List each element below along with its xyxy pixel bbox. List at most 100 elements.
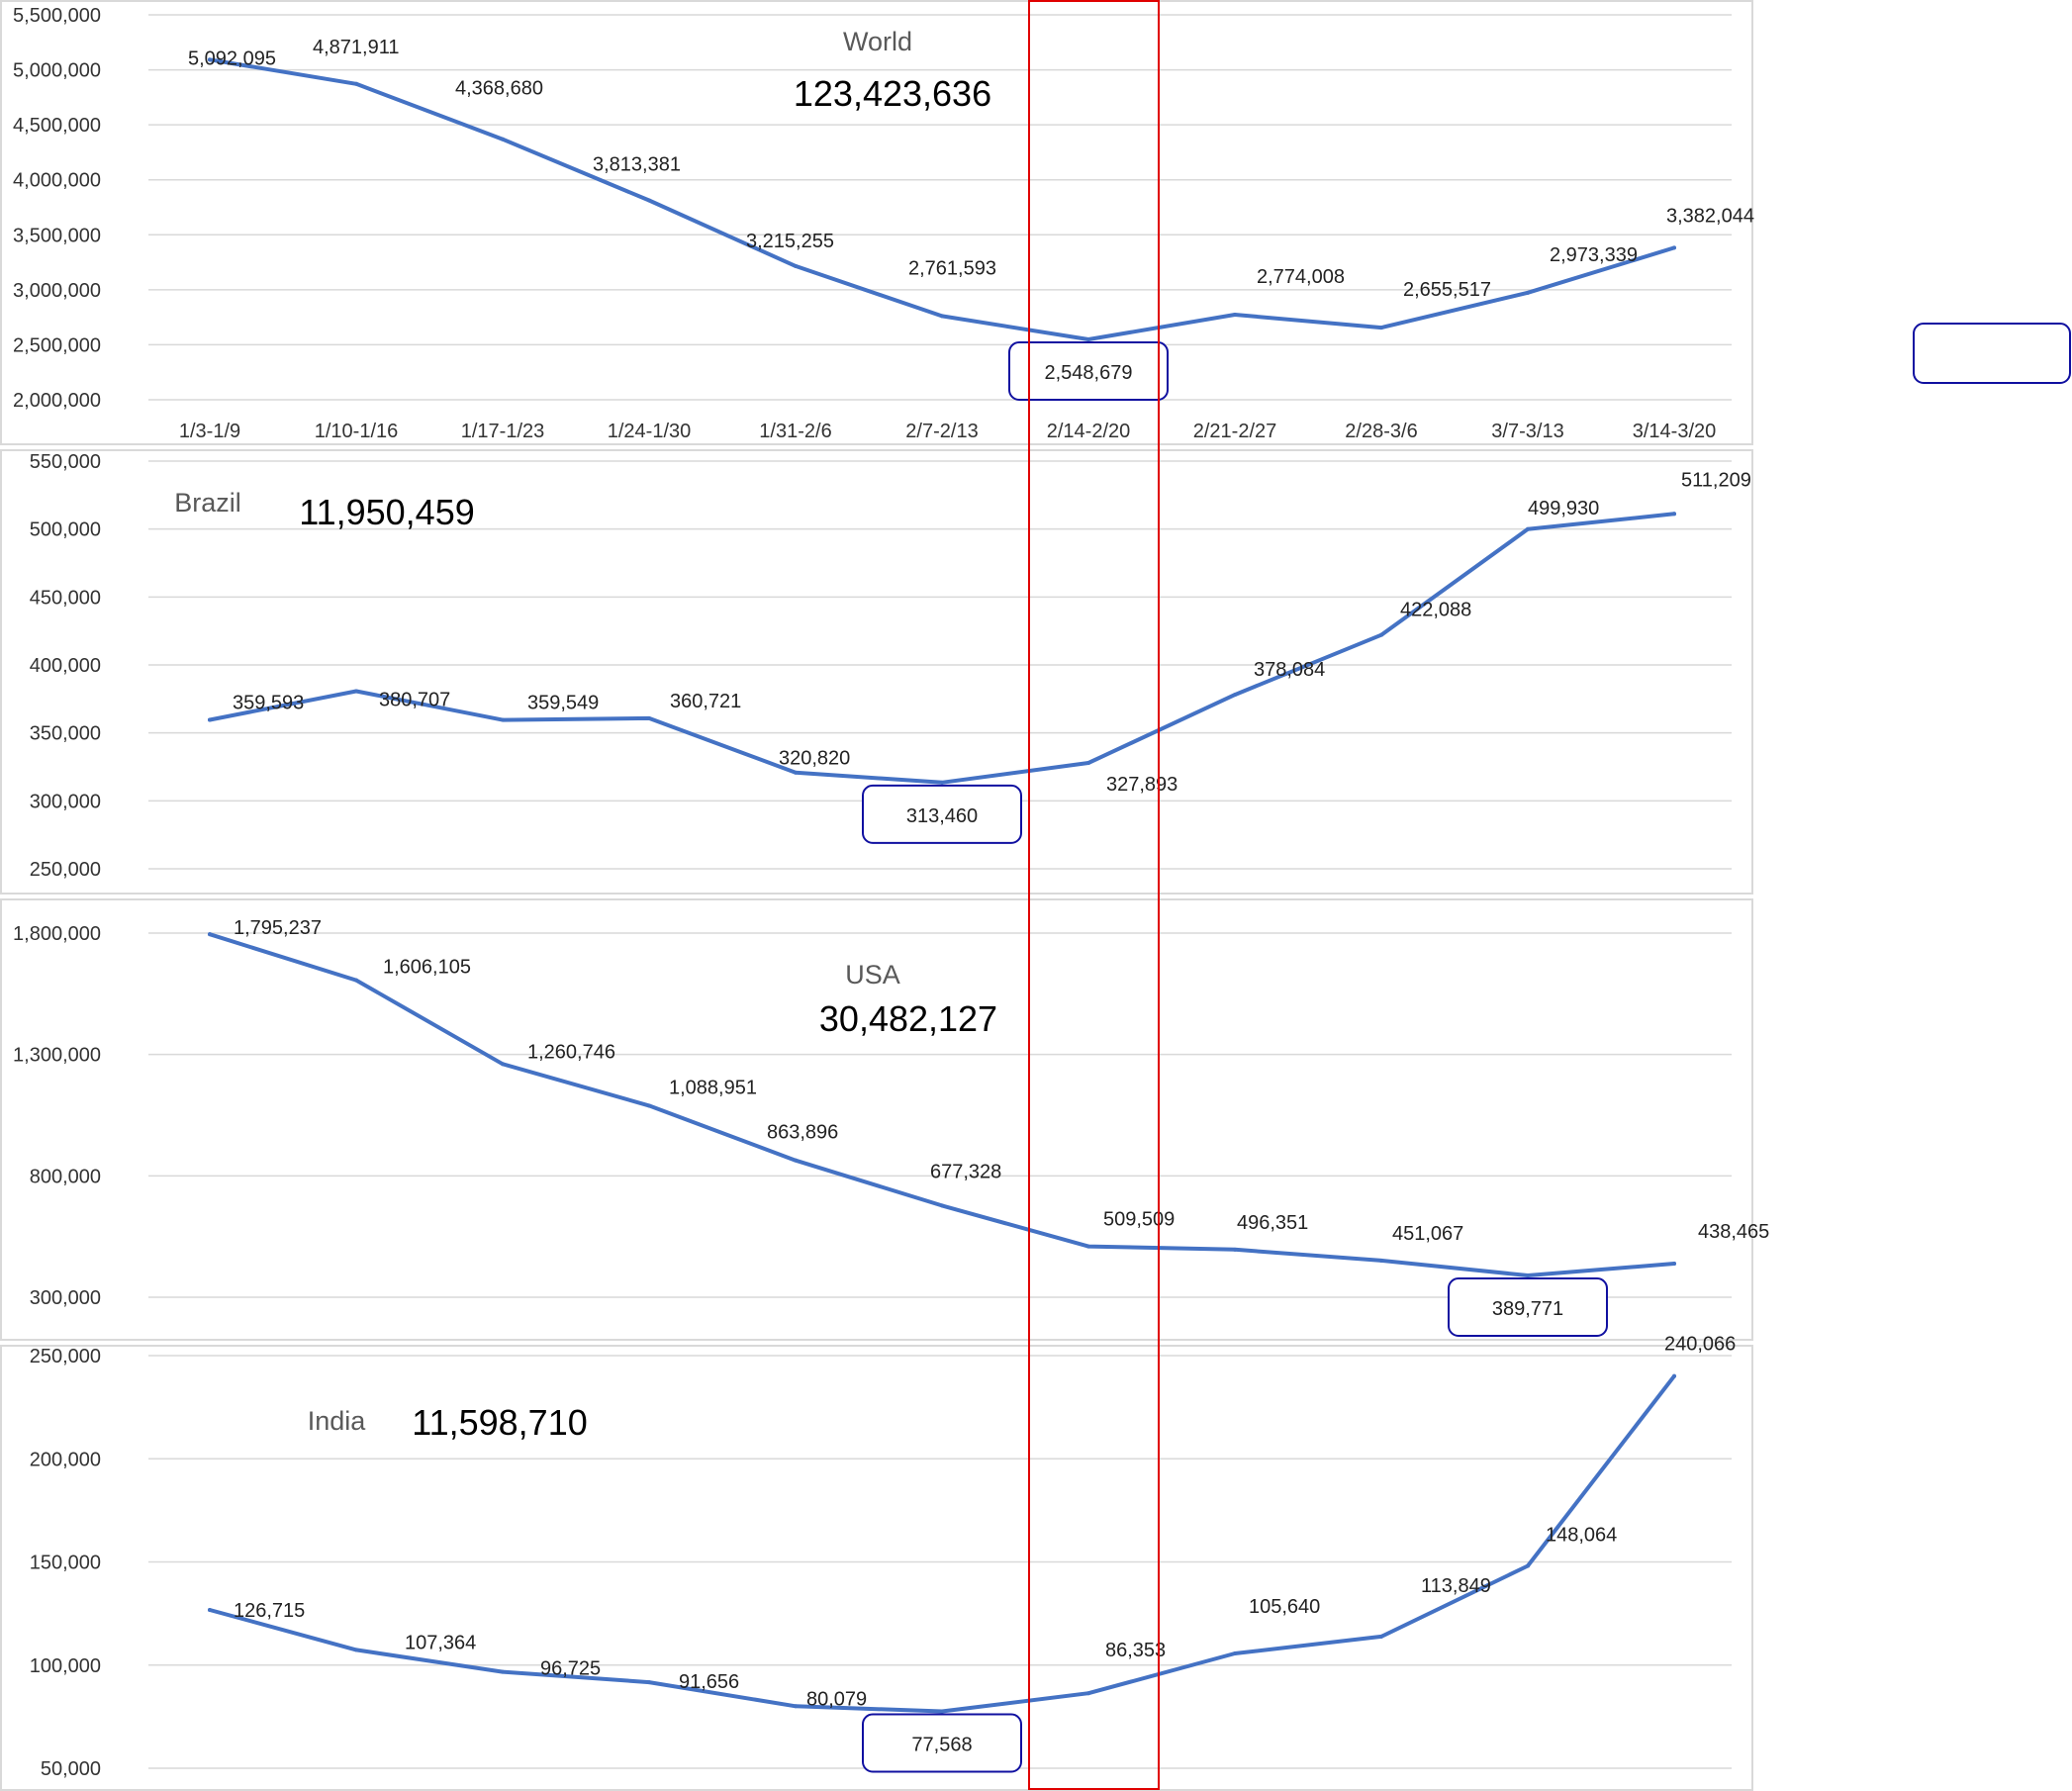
data-label: 2,774,008 (1257, 266, 1345, 288)
data-label: 499,930 (1528, 498, 1599, 519)
data-label: 3,382,044 (1666, 205, 1754, 227)
data-label: 380,707 (379, 689, 450, 710)
highlight-column (1028, 0, 1160, 1790)
data-point (1526, 290, 1530, 295)
data-point (1379, 632, 1383, 637)
data-point (940, 1203, 944, 1208)
min-value-box (862, 784, 1022, 844)
data-label: 5,092,095 (188, 47, 276, 69)
chart-title: USA (845, 960, 900, 990)
data-point (1233, 1650, 1237, 1655)
data-point (1672, 1262, 1676, 1267)
x-tick-label: 1/24-1/30 (608, 421, 692, 442)
y-tick-label: 350,000 (30, 723, 101, 745)
data-label: 509,509 (1103, 1209, 1175, 1231)
y-tick-label: 150,000 (30, 1553, 101, 1574)
panel-frame (0, 898, 1753, 1341)
data-label: 3,215,255 (746, 231, 834, 252)
chart-usa: 300,000 800,000 1,300,000 1,800,000 1,795,23… (0, 898, 1769, 1341)
empty-callout-box (1913, 323, 2071, 384)
data-label: 451,067 (1392, 1223, 1463, 1245)
data-label: 378,084 (1254, 659, 1325, 681)
data-point (1233, 312, 1237, 317)
data-label: 80,079 (806, 1688, 867, 1710)
y-tick-label: 200,000 (30, 1449, 101, 1470)
data-label: 96,725 (540, 1658, 601, 1680)
min-value-box (1008, 341, 1169, 402)
y-tick-label: 250,000 (30, 1346, 101, 1367)
data-label: 2,655,517 (1403, 279, 1491, 301)
data-point (794, 770, 798, 775)
data-point (354, 689, 358, 694)
x-tick-label: 3/14-3/20 (1633, 421, 1717, 442)
y-tick-label: 300,000 (30, 791, 101, 812)
data-label: 240,066 (1664, 1334, 1736, 1356)
data-point (1086, 761, 1090, 766)
data-label: 105,640 (1249, 1596, 1320, 1618)
data-point (1233, 693, 1237, 698)
data-label: 422,088 (1400, 600, 1471, 621)
data-point (1086, 1691, 1090, 1696)
data-point (501, 1062, 505, 1067)
data-point (501, 717, 505, 722)
data-point (1672, 245, 1676, 250)
y-tick-label: 4,500,000 (13, 115, 101, 137)
chart-total: 11,950,459 (299, 492, 475, 532)
x-tick-label: 2/14-2/20 (1047, 421, 1131, 442)
data-point (1379, 326, 1383, 330)
data-point (354, 81, 358, 86)
data-label: 438,465 (1698, 1221, 1769, 1243)
chart-brazil: 250,000 300,000 350,000 400,000 450,000 500,0… (0, 449, 1753, 895)
data-label: 91,656 (679, 1671, 739, 1693)
data-label: 359,593 (233, 692, 304, 713)
y-tick-label: 2,000,000 (13, 390, 101, 412)
data-point (208, 932, 212, 937)
data-point (794, 263, 798, 268)
x-tick-label: 1/10-1/16 (315, 421, 399, 442)
data-point (1672, 1373, 1676, 1378)
y-tick-label: 300,000 (30, 1287, 101, 1309)
y-tick-label: 100,000 (30, 1655, 101, 1677)
data-label: 327,893 (1106, 774, 1177, 796)
data-point (1086, 337, 1090, 342)
min-value-box (1448, 1276, 1608, 1337)
data-label: 1,260,746 (527, 1041, 615, 1063)
data-label: 2,973,339 (1550, 244, 1638, 266)
data-point (1379, 1634, 1383, 1639)
data-label: 77,568 (911, 1735, 972, 1756)
chart-title: World (843, 27, 912, 56)
data-label: 4,368,680 (455, 78, 543, 100)
data-point (208, 57, 212, 62)
data-point (1526, 1563, 1530, 1568)
data-point (1233, 1247, 1237, 1252)
x-tick-label: 1/31-2/6 (759, 421, 831, 442)
data-point (1086, 1244, 1090, 1249)
y-tick-label: 3,000,000 (13, 280, 101, 302)
data-point (1526, 526, 1530, 531)
chart-panels: 2,000,000 2,500,000 3,000,000 3,500,000 4,00… (0, 0, 1769, 1791)
data-point (501, 1669, 505, 1674)
x-tick-label: 1/3-1/9 (179, 421, 240, 442)
data-point (354, 978, 358, 983)
data-point (354, 1648, 358, 1652)
data-label: 313,460 (906, 805, 978, 827)
data-point (647, 715, 651, 720)
data-point (647, 1103, 651, 1108)
x-tick-label: 2/7-2/13 (905, 421, 978, 442)
x-tick-label: 3/7-3/13 (1491, 421, 1563, 442)
data-point (501, 137, 505, 141)
data-label: 2,548,679 (1045, 362, 1133, 384)
data-point (647, 198, 651, 203)
data-label: 360,721 (670, 691, 741, 712)
data-point (208, 717, 212, 722)
data-point (208, 1608, 212, 1613)
y-tick-label: 3,500,000 (13, 225, 101, 246)
data-label: 107,364 (405, 1632, 476, 1653)
data-label: 4,871,911 (313, 37, 400, 58)
y-tick-label: 5,500,000 (13, 5, 101, 27)
data-label: 359,549 (527, 693, 599, 714)
y-tick-label: 4,000,000 (13, 170, 101, 192)
data-label: 863,896 (767, 1122, 838, 1144)
data-point (647, 1680, 651, 1685)
y-tick-label: 800,000 (30, 1166, 101, 1187)
